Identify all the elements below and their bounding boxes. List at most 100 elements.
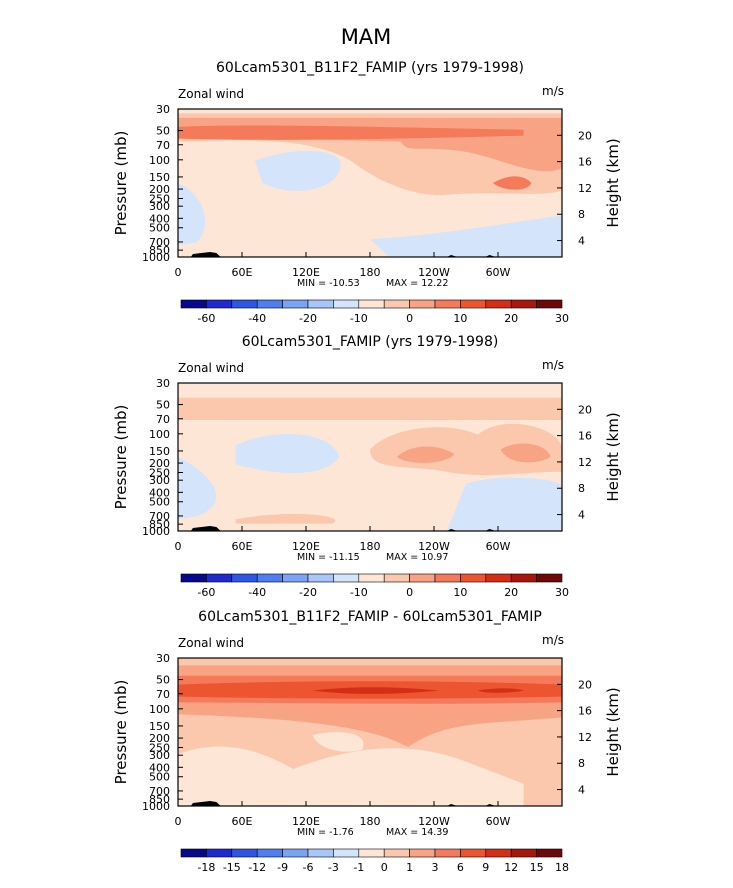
y2-tick-label: 8 (578, 208, 585, 221)
y-tick-label: 500 (149, 222, 170, 235)
y-tick-label: 400 (149, 486, 170, 499)
colorbar-swatch (256, 573, 283, 583)
colorbar-swatch (536, 573, 563, 583)
colorbar: -60 -40 -20 -10 0 10 20 30 (180, 299, 569, 325)
units-label: m/s (542, 358, 564, 372)
contour-field (178, 109, 562, 257)
units-label: m/s (542, 633, 564, 647)
colorbar-label: -10 (350, 586, 368, 599)
contour-region (178, 183, 206, 246)
y2-tick-label: 12 (578, 731, 592, 744)
colorbar-swatch (333, 299, 360, 309)
y-tick-label: 100 (149, 154, 170, 167)
y2-tick-label: 4 (578, 784, 585, 797)
y2-tick-label: 8 (578, 757, 585, 770)
y-axis-label: Pressure (mb) (112, 131, 130, 236)
y2-tick-label: 4 (578, 235, 585, 248)
colorbar-label: 12 (504, 861, 518, 874)
colorbar-swatch (510, 848, 537, 858)
colorbar-swatch (231, 573, 258, 583)
y-tick-label: 100 (149, 428, 170, 441)
contour-region (500, 443, 551, 463)
colorbar-swatch (510, 299, 537, 309)
contour-field (178, 383, 562, 531)
colorbar-swatch (409, 573, 436, 583)
y-tick-label: 500 (149, 771, 170, 784)
colorbar-swatch (180, 573, 207, 583)
contour-region (178, 457, 217, 520)
y2-tick-label: 16 (578, 156, 592, 169)
x-tick-label: 120E (292, 815, 320, 828)
colorbar-label: -18 (197, 861, 215, 874)
colorbar-label: 18 (555, 861, 569, 874)
colorbar-label: 10 (453, 586, 467, 599)
y-tick-label: 1000 (142, 525, 170, 538)
panel-1: 60Lcam5301_B11F2_FAMIP (yrs 1979-1998) Zo… (112, 60, 622, 325)
x-tick-label: 60E (232, 540, 253, 553)
contour-region (370, 215, 562, 257)
colorbar-swatch (180, 848, 207, 858)
x-tick-label: 120E (292, 266, 320, 279)
colorbar-swatch (282, 299, 309, 309)
y2-axis-label: Height (km) (604, 138, 622, 227)
colorbar-label: -40 (248, 586, 266, 599)
contour-region (446, 477, 562, 531)
left-label: Zonal wind (178, 361, 244, 375)
y2-tick-label: 20 (578, 678, 592, 691)
min-text: MIN = -10.53 (297, 278, 360, 289)
y-tick-label: 300 (149, 200, 170, 213)
x-tick-label: 60W (486, 815, 511, 828)
contour-region (312, 732, 364, 752)
colorbar-label: -1 (353, 861, 364, 874)
colorbar-swatch (206, 848, 233, 858)
left-label: Zonal wind (178, 636, 244, 650)
panel-title: 60Lcam5301_B11F2_FAMIP (yrs 1979-1998) (216, 60, 524, 76)
colorbar-label: 10 (453, 312, 467, 325)
colorbar-label: -20 (299, 586, 317, 599)
y-tick-label: 70 (156, 139, 170, 152)
colorbar-label: 1 (406, 861, 413, 874)
x-tick-label: 120W (418, 815, 450, 828)
colorbar-label: -6 (303, 861, 314, 874)
y-tick-label: 30 (156, 103, 170, 116)
terrain (190, 801, 221, 806)
colorbar-label: -20 (299, 312, 317, 325)
y-tick-label: 300 (149, 749, 170, 762)
y-tick-label: 150 (149, 720, 170, 733)
y-tick-label: 700 (149, 510, 170, 523)
colorbar-swatch (485, 573, 512, 583)
y2-tick-label: 20 (578, 129, 592, 142)
colorbar-label: -60 (197, 586, 215, 599)
x-tick-label: 0 (175, 540, 182, 553)
y-tick-label: 100 (149, 703, 170, 716)
y-tick-label: 700 (149, 236, 170, 249)
y2-axis-label: Height (km) (604, 687, 622, 776)
contour-region (477, 688, 524, 693)
y-tick-label: 850 (149, 518, 170, 531)
contour-region (312, 687, 440, 694)
colorbar-label: -15 (223, 861, 241, 874)
colorbar: -60 -40 -20 -10 0 10 20 30 (180, 573, 569, 599)
colorbar-swatch (409, 299, 436, 309)
colorbar-label: 0 (406, 586, 413, 599)
colorbar-swatch (256, 299, 283, 309)
contour-field (178, 658, 562, 806)
y-tick-label: 200 (149, 183, 170, 196)
panel-3: 60Lcam5301_B11F2_FAMIP - 60Lcam5301_FAMI… (112, 609, 622, 874)
y2-axis-label: Height (km) (604, 412, 622, 501)
colorbar: -18 -15 -12 -9 -6 -3 -1 0 1 3 6 9 12 15 18 (180, 848, 569, 874)
y2-tick-label: 16 (578, 705, 592, 718)
colorbar-label: 20 (504, 312, 518, 325)
y2-tick-label: 20 (578, 403, 592, 416)
left-label: Zonal wind (178, 87, 244, 101)
x-tick-label: 0 (175, 266, 182, 279)
figure-title: MAM (341, 25, 392, 49)
min-text: MIN = -11.15 (297, 552, 360, 563)
contour-region (178, 746, 524, 806)
x-tick-label: 120W (418, 266, 450, 279)
y-tick-label: 850 (149, 244, 170, 257)
y-tick-label: 30 (156, 652, 170, 665)
y-tick-label: 50 (156, 125, 170, 138)
colorbar-label: 0 (406, 312, 413, 325)
min-text: MIN = -1.76 (297, 827, 354, 838)
